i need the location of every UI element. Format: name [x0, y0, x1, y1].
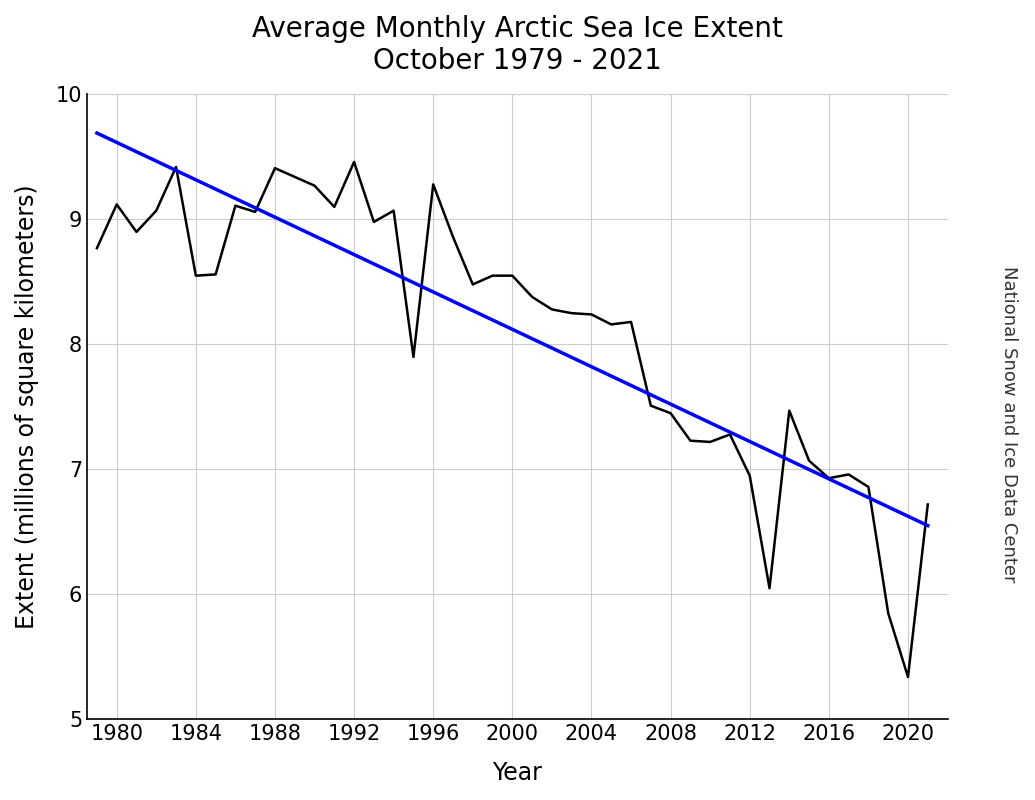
Title: Average Monthly Arctic Sea Ice Extent
October 1979 - 2021: Average Monthly Arctic Sea Ice Extent Oc…	[252, 15, 782, 75]
Text: National Snow and Ice Data Center: National Snow and Ice Data Center	[1000, 266, 1018, 582]
X-axis label: Year: Year	[493, 761, 542, 785]
Y-axis label: Extent (millions of square kilometers): Extent (millions of square kilometers)	[14, 185, 39, 630]
